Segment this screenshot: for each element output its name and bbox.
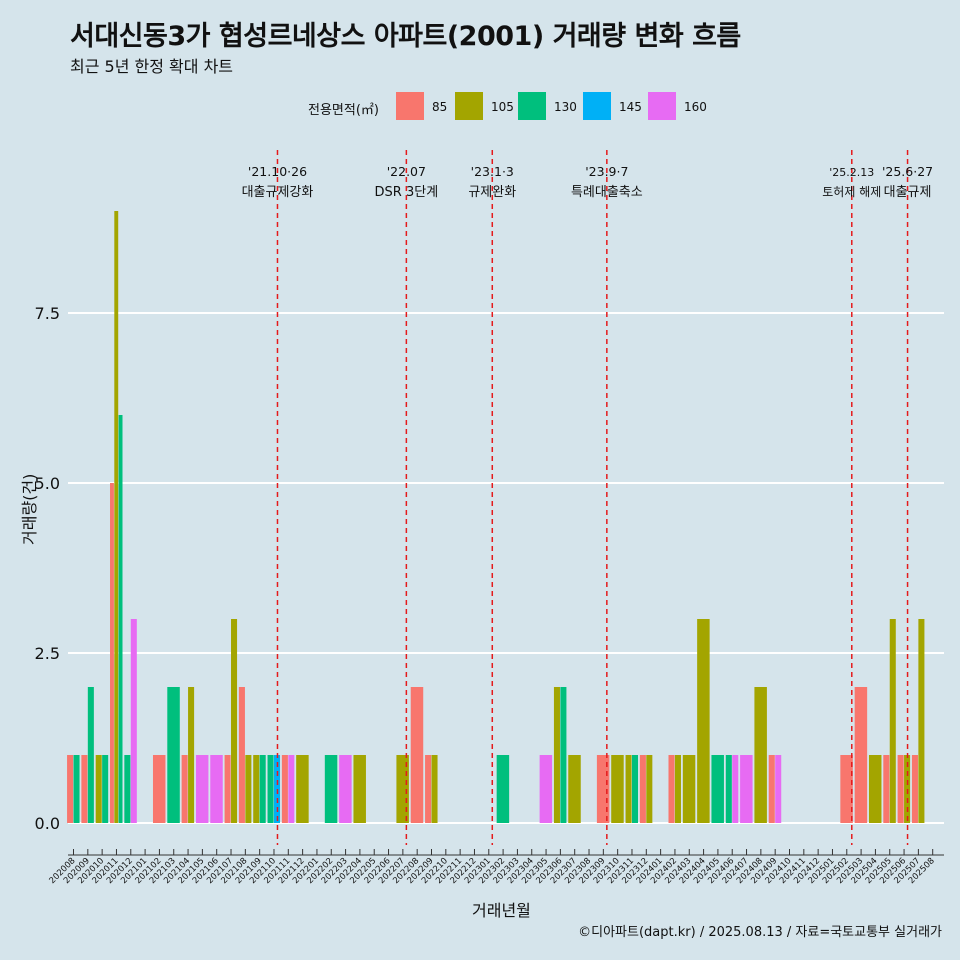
bar-85-202107 bbox=[224, 755, 231, 823]
y-tick-label: 5.0 bbox=[35, 474, 60, 493]
bar-160-202012 bbox=[130, 619, 137, 823]
bar-160-202305 bbox=[539, 755, 553, 823]
bar-105-202209 bbox=[431, 755, 438, 823]
bar-105-202104 bbox=[188, 687, 195, 823]
bar-85-202409 bbox=[768, 755, 775, 823]
source-caption: ©디아파트(dapt.kr) / 2025.08.13 / 자료=국토교통부 실… bbox=[578, 925, 942, 940]
annotation-date: '23.9·7 bbox=[585, 164, 628, 179]
y-tick-label: 0.0 bbox=[35, 814, 60, 833]
bar-85-202009 bbox=[81, 755, 88, 823]
bar-105-202011 bbox=[114, 211, 119, 823]
legend-label-160: 160 bbox=[684, 100, 707, 114]
annotation-date: '25.6·27 bbox=[882, 164, 933, 179]
bar-130-202008 bbox=[73, 755, 80, 823]
legend-label-105: 105 bbox=[491, 100, 514, 114]
bar-130-202306 bbox=[560, 687, 567, 823]
legend-swatch-160 bbox=[648, 92, 676, 120]
bar-85-202503 bbox=[854, 687, 868, 823]
bar-85-202402 bbox=[668, 755, 675, 823]
bar-85-202502 bbox=[840, 755, 853, 823]
annotation-date: '22.07 bbox=[387, 164, 426, 179]
legend-swatch-105 bbox=[455, 92, 483, 120]
annotation-label: 토허제 해제 bbox=[822, 185, 881, 199]
legend-label-85: 85 bbox=[432, 100, 448, 114]
chart-title: 서대신동3가 협성르네상스 아파트(2001) 거래량 변화 흐름 bbox=[70, 21, 741, 52]
bar-105-202109 bbox=[253, 755, 260, 823]
bar-130-202109 bbox=[259, 755, 266, 823]
legend-swatch-85 bbox=[396, 92, 424, 120]
bar-85-202506 bbox=[897, 755, 904, 823]
bar-85-202104 bbox=[181, 755, 188, 823]
legend-swatch-130 bbox=[518, 92, 546, 120]
bar-105-202408 bbox=[754, 687, 767, 823]
y-axis-label: 거래량(건) bbox=[20, 473, 39, 545]
bar-130-202406 bbox=[725, 755, 732, 823]
bar-85-202011 bbox=[110, 483, 114, 823]
bar-85-202507 bbox=[911, 755, 918, 823]
bar-85-202108 bbox=[238, 687, 245, 823]
bar-130-202302 bbox=[496, 755, 510, 823]
legend: 전용면적(㎡) 85 105 130 145 160 bbox=[0, 92, 960, 122]
annotation-date: '23.1·3 bbox=[471, 164, 514, 179]
bar-130-202012 bbox=[124, 755, 131, 823]
bar-105-202204 bbox=[353, 755, 366, 823]
bar-160-202111 bbox=[288, 755, 295, 823]
bar-130-202103 bbox=[167, 687, 180, 823]
bar-160-202106 bbox=[210, 755, 223, 823]
bar-160-202406 bbox=[732, 755, 739, 823]
bar-105-202310 bbox=[611, 755, 624, 823]
annotation-label: 규제완화 bbox=[468, 185, 516, 200]
bar-105-202010 bbox=[95, 755, 102, 823]
bar-85-202209 bbox=[425, 755, 432, 823]
chart-subtitle: 최근 5년 한정 확대 차트 bbox=[70, 57, 234, 76]
y-tick-label: 2.5 bbox=[35, 644, 60, 663]
bar-160-202203 bbox=[339, 755, 352, 823]
annotation-label: 대출규제 bbox=[884, 185, 932, 200]
bar-105-202403 bbox=[682, 755, 696, 823]
bar-85-202505 bbox=[883, 755, 890, 823]
bar-105-202107 bbox=[231, 619, 238, 823]
bar-130-202405 bbox=[711, 755, 724, 823]
bar-105-202507 bbox=[918, 619, 925, 823]
bar-130-202202 bbox=[324, 755, 338, 823]
bar-105-202402 bbox=[674, 755, 681, 823]
annotation-label: 특례대출축소 bbox=[571, 185, 643, 200]
legend-label-130: 130 bbox=[554, 100, 577, 114]
bar-160-202105 bbox=[195, 755, 209, 823]
bar-130-202009 bbox=[87, 687, 94, 823]
bar-85-202102 bbox=[152, 755, 166, 823]
legend-label-145: 145 bbox=[619, 100, 642, 114]
bar-85-202008 bbox=[67, 755, 74, 823]
legend-title: 전용면적(㎡) bbox=[308, 103, 379, 118]
bar-105-202311 bbox=[625, 755, 632, 823]
bar-130-202110 bbox=[267, 755, 274, 823]
bar-105-202112 bbox=[296, 755, 309, 823]
bar-105-202108 bbox=[245, 755, 252, 823]
bar-160-202409 bbox=[775, 755, 782, 823]
legend-swatch-145 bbox=[583, 92, 611, 120]
annotation-date: '25.2.13 bbox=[829, 166, 874, 179]
y-tick-label: 7.5 bbox=[35, 304, 60, 323]
bar-105-202404 bbox=[697, 619, 710, 823]
annotation-date: '21.10·26 bbox=[248, 164, 307, 179]
bar-130-202311 bbox=[631, 755, 639, 823]
bar-85-202312 bbox=[639, 755, 646, 823]
bar-85-202208 bbox=[410, 687, 424, 823]
bar-130-202010 bbox=[102, 755, 109, 823]
bar-160-202407 bbox=[740, 755, 753, 823]
bar-105-202312 bbox=[646, 755, 653, 823]
x-axis-label: 거래년월 bbox=[472, 901, 531, 920]
annotation-label: DSR 3단계 bbox=[375, 185, 439, 200]
bar-105-202307 bbox=[568, 755, 581, 823]
annotation-label: 대출규제강화 bbox=[242, 185, 314, 200]
bar-105-202505 bbox=[889, 619, 896, 823]
bar-85-202111 bbox=[281, 755, 288, 823]
bar-105-202504 bbox=[868, 755, 882, 823]
bar-130-202011 bbox=[118, 415, 123, 823]
bar-105-202306 bbox=[553, 687, 560, 823]
